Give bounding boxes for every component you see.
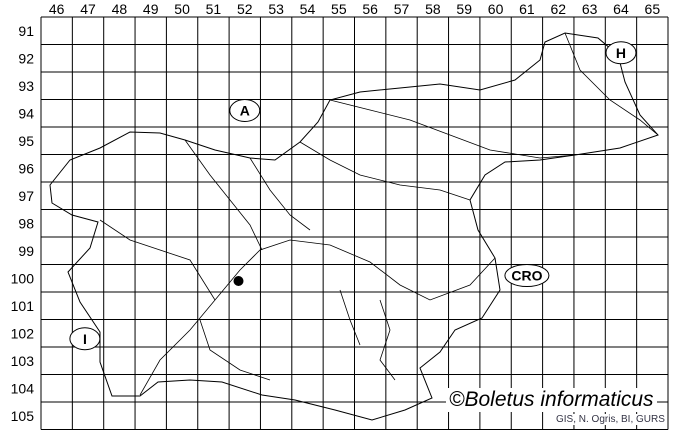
row-labels: 91 92 93 94 95 96 97 98 99 100 101 102 103 104 105 <box>11 23 35 424</box>
column-label: 61 <box>519 1 535 17</box>
row-label: 103 <box>11 353 35 369</box>
column-label: 52 <box>237 1 253 17</box>
row-label: 105 <box>11 408 35 424</box>
rivers <box>99 32 659 396</box>
column-label: 53 <box>268 1 284 17</box>
grid-lines <box>40 16 669 430</box>
column-label: 48 <box>112 1 128 17</box>
row-label: 92 <box>18 51 34 67</box>
column-label: 50 <box>174 1 190 17</box>
column-label: 65 <box>645 1 661 17</box>
marker-ellipse <box>229 99 261 122</box>
country-marker-cro: CRO <box>504 264 550 287</box>
row-label: 99 <box>18 243 34 259</box>
column-label: 55 <box>331 1 347 17</box>
marker-label: A <box>240 103 250 119</box>
row-label: 94 <box>18 106 34 122</box>
marker-ellipse <box>605 41 637 65</box>
row-label: 91 <box>18 23 34 39</box>
slovenia-border <box>49 32 659 421</box>
country-markers: A H CRO I <box>69 41 637 351</box>
column-label: 51 <box>206 1 222 17</box>
marker-ellipse <box>504 264 550 287</box>
column-labels: 46 47 48 49 50 51 52 53 54 55 56 57 58 59 60 61 62 63 64 65 <box>49 1 660 17</box>
row-label: 100 <box>11 271 35 287</box>
column-label: 57 <box>394 1 410 17</box>
country-marker-i: I <box>69 327 101 351</box>
row-label: 97 <box>18 188 34 204</box>
marker-ellipse <box>69 327 101 351</box>
copyright-text: ©Boletus informaticus <box>446 388 657 412</box>
column-label: 54 <box>300 1 316 17</box>
row-label: 93 <box>18 78 34 94</box>
row-label: 98 <box>18 216 34 232</box>
column-label: 64 <box>613 1 629 17</box>
country-marker-a: A <box>229 99 261 122</box>
column-label: 63 <box>582 1 598 17</box>
column-label: 62 <box>550 1 566 17</box>
column-label: 47 <box>80 1 96 17</box>
column-label: 60 <box>488 1 504 17</box>
marker-label: H <box>616 45 626 61</box>
row-label: 102 <box>11 326 35 342</box>
column-label: 59 <box>456 1 472 17</box>
row-label: 95 <box>18 133 34 149</box>
column-label: 46 <box>49 1 65 17</box>
column-label: 58 <box>425 1 441 17</box>
credit-text: GIS, N. Ogris, BI, GURS <box>554 414 667 425</box>
country-marker-h: H <box>605 41 637 65</box>
marker-label: I <box>83 331 87 347</box>
column-label: 56 <box>362 1 378 17</box>
marker-label: CRO <box>511 268 542 284</box>
row-label: 96 <box>18 161 34 177</box>
row-label: 104 <box>11 381 35 397</box>
country-border <box>49 32 659 421</box>
row-label: 101 <box>11 298 35 314</box>
column-label: 49 <box>143 1 159 17</box>
record-dot <box>233 276 244 286</box>
